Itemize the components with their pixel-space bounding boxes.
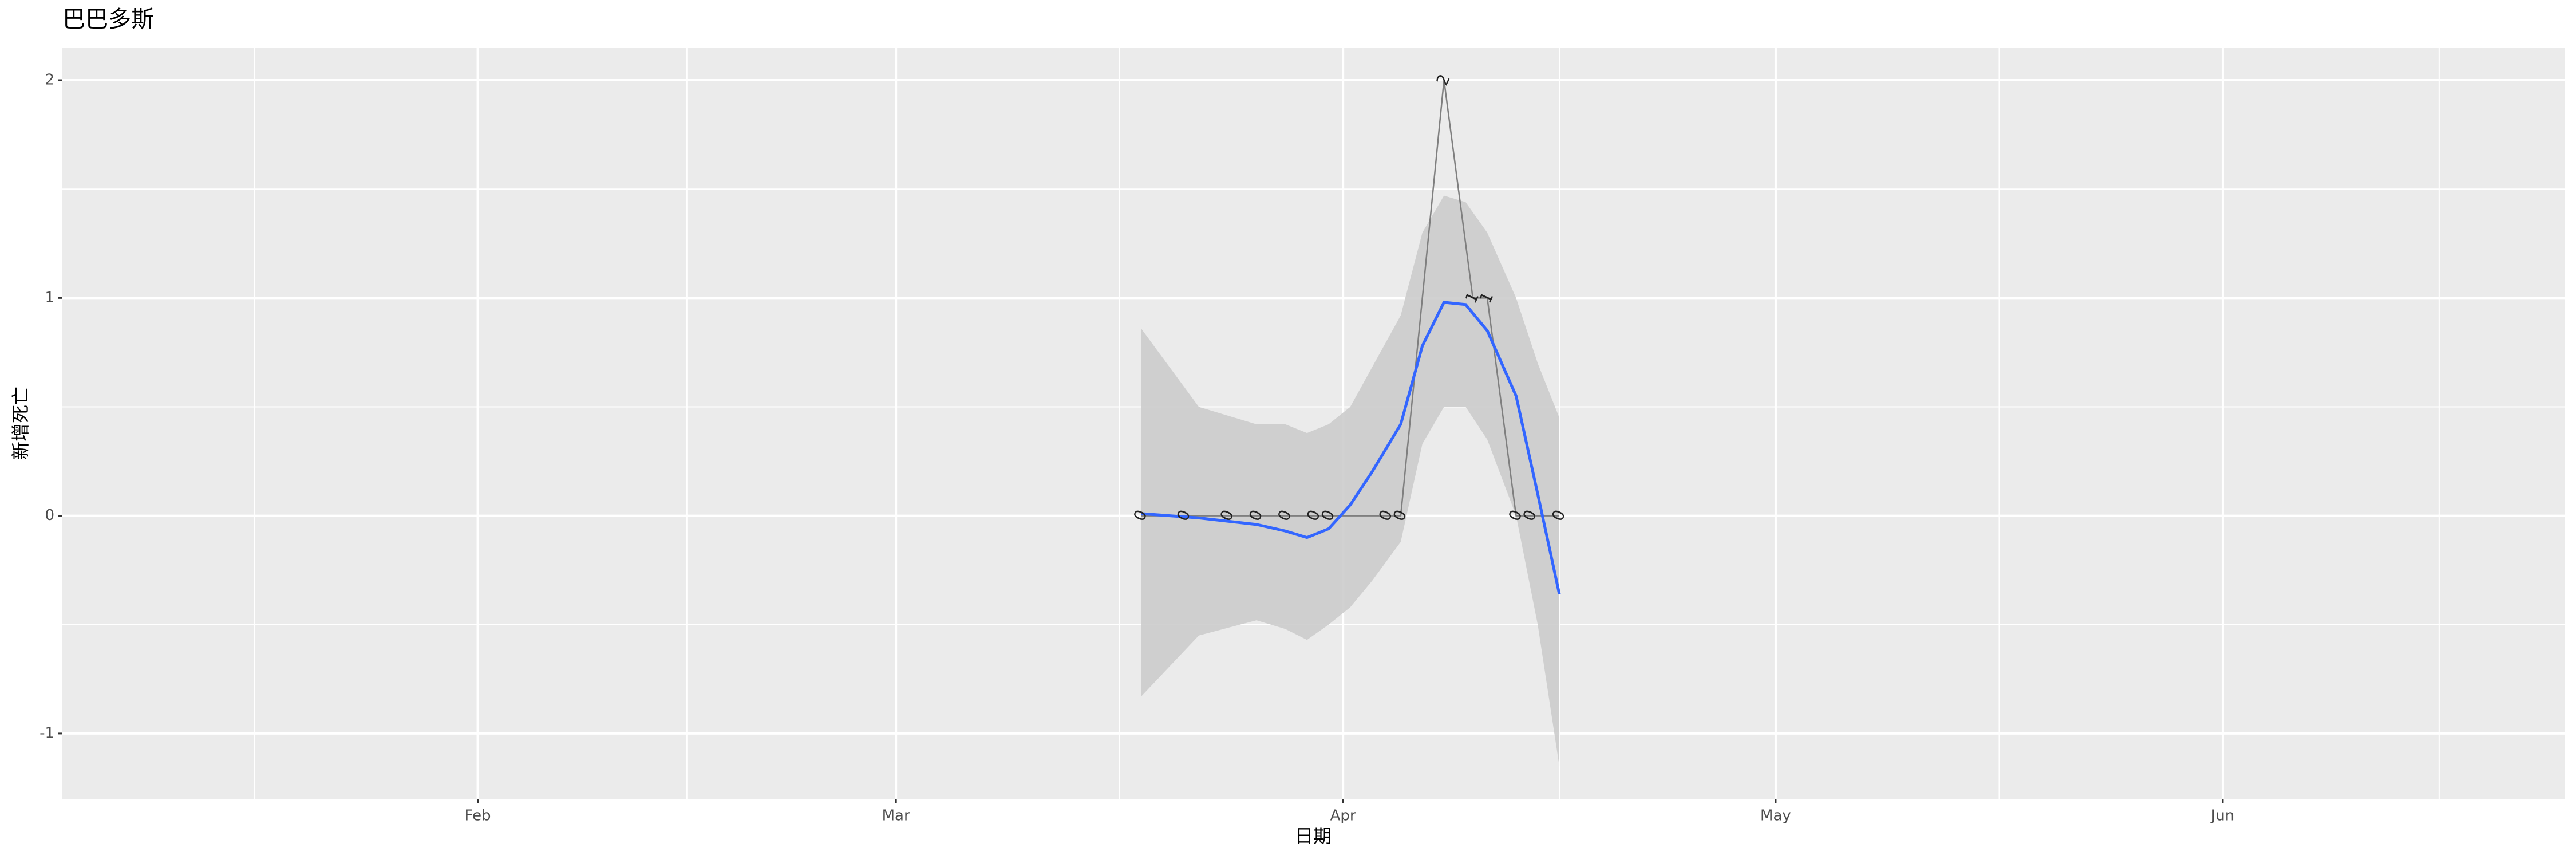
chart-title: 巴巴多斯 [62,6,154,33]
y-tick-label: -1 [39,724,54,742]
data-line [1141,80,1560,517]
smooth-line [1141,301,1561,595]
x-tick-label: Feb [465,807,491,825]
panel [62,48,2565,799]
x-tick-label: Jun [2210,807,2235,825]
x-tick-label: May [1760,807,1791,825]
confidence-band [1141,195,1560,766]
y-axis-label: 新增死亡 [10,387,31,460]
y-tick-label: 1 [45,289,54,306]
x-axis-label: 日期 [1295,825,1332,847]
x-tick-label: Mar [882,807,910,825]
y-tick-label: 2 [45,72,54,89]
y-tick-label: 0 [45,507,54,524]
x-tick-label: Apr [1330,807,1356,825]
